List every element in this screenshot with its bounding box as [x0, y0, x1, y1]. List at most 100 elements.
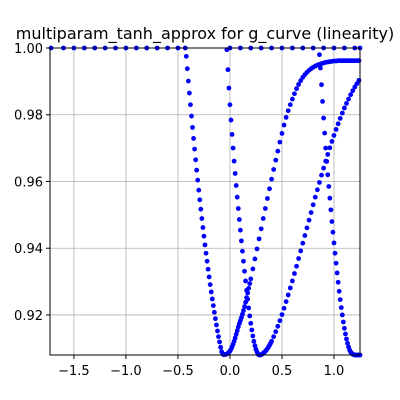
data-point — [344, 100, 349, 106]
data-point — [314, 187, 320, 193]
x-tick-label: 0.5 — [272, 364, 293, 379]
data-point — [292, 271, 297, 276]
data-point — [273, 157, 279, 163]
data-point — [331, 133, 337, 138]
data-point — [344, 336, 349, 342]
data-point — [348, 92, 354, 98]
data-point — [225, 67, 231, 73]
data-point — [271, 334, 277, 340]
data-point — [275, 148, 281, 154]
x-tick-label: 1.0 — [324, 364, 345, 379]
data-point — [258, 226, 264, 232]
data-point — [323, 145, 329, 151]
data-point — [310, 202, 316, 208]
data-points — [48, 45, 363, 358]
plot-frame — [49, 47, 361, 356]
data-point — [218, 344, 224, 350]
data-point — [245, 296, 251, 302]
data-point — [232, 335, 238, 341]
data-point — [341, 105, 347, 111]
data-point — [336, 288, 342, 294]
data-point — [320, 98, 325, 104]
data-point — [325, 172, 331, 178]
data-point — [346, 96, 351, 102]
data-point — [242, 304, 247, 310]
data-point — [202, 242, 208, 248]
data-point — [199, 216, 205, 221]
data-point — [192, 146, 197, 152]
data-point — [211, 309, 217, 315]
data-point — [198, 206, 204, 212]
data-point — [330, 229, 336, 235]
data-point — [304, 225, 310, 231]
data-point — [333, 127, 339, 132]
data-point — [329, 139, 335, 144]
data-point — [312, 194, 318, 200]
data-point — [209, 296, 215, 302]
data-point — [231, 158, 237, 164]
data-point — [327, 195, 333, 201]
data-point — [200, 225, 206, 230]
data-point — [250, 333, 256, 339]
data-point — [186, 90, 192, 96]
data-point — [233, 331, 239, 337]
data-point — [333, 260, 339, 266]
data-point — [287, 102, 293, 108]
data-point — [294, 86, 299, 92]
data-point — [240, 248, 245, 254]
data-point — [285, 292, 291, 298]
data-point — [226, 85, 232, 91]
data-point — [319, 82, 324, 88]
data-point — [214, 322, 219, 328]
data-point — [233, 183, 239, 188]
data-point — [306, 217, 312, 223]
data-point — [203, 250, 209, 256]
data-point — [275, 323, 281, 329]
data-point — [343, 331, 348, 337]
data-point — [246, 305, 252, 311]
y-tick-label: 1.00 — [14, 42, 43, 57]
data-point — [335, 279, 341, 285]
data-point — [321, 165, 326, 171]
grid — [50, 47, 360, 355]
data-point — [356, 77, 362, 83]
data-point — [232, 171, 238, 176]
data-point — [285, 108, 291, 114]
data-point — [249, 327, 255, 333]
data-point — [243, 278, 248, 284]
data-point — [260, 216, 266, 221]
data-point — [256, 236, 262, 242]
data-point — [185, 78, 191, 84]
data-point — [277, 318, 283, 324]
data-point — [244, 287, 250, 293]
data-point — [267, 186, 272, 192]
y-tick-label: 0.96 — [14, 175, 43, 190]
x-tick-label: −0.5 — [162, 364, 194, 379]
data-point — [217, 339, 222, 345]
data-point — [242, 268, 247, 274]
data-point — [247, 313, 253, 319]
data-point — [236, 217, 242, 222]
data-point — [252, 256, 258, 262]
data-point — [269, 338, 274, 344]
data-point — [247, 281, 253, 286]
data-point — [196, 187, 202, 193]
data-point — [325, 152, 331, 157]
data-point — [327, 145, 333, 151]
data-point — [298, 248, 304, 254]
data-point — [308, 210, 314, 215]
data-point — [205, 266, 211, 272]
data-point — [207, 282, 213, 287]
data-point — [234, 194, 240, 200]
data-point — [248, 276, 254, 282]
data-point — [281, 305, 287, 311]
data-point — [292, 91, 297, 97]
data-point — [326, 184, 332, 189]
data-point — [322, 130, 328, 136]
data-point — [265, 196, 270, 201]
data-point — [294, 263, 299, 269]
data-point — [296, 81, 302, 87]
data-point — [237, 227, 243, 233]
data-point — [193, 157, 199, 163]
